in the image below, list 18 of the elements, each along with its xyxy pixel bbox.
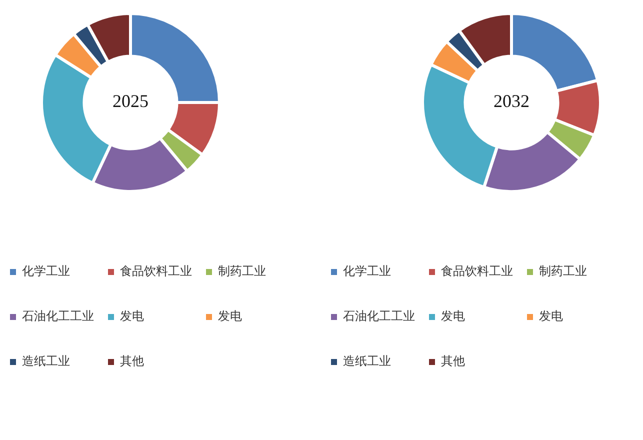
legend-label: 其他	[120, 353, 144, 370]
legend-label: 化学工业	[343, 263, 391, 280]
legend-label: 发电	[120, 308, 144, 325]
legend-label: 制药工业	[218, 263, 266, 280]
legend-label: 发电	[218, 308, 242, 325]
legend-label: 发电	[441, 308, 465, 325]
text: 2025	[112, 91, 148, 112]
legend-label: 食品饮料工业	[120, 263, 192, 280]
legend-label: 石油化工工业	[22, 308, 94, 325]
legend-label: 造纸工业	[22, 353, 70, 370]
legend-label: 化学工业	[22, 263, 70, 280]
legend-label: 发电	[539, 308, 563, 325]
text: 2032	[494, 91, 530, 112]
legend-label: 石油化工工业	[343, 308, 415, 325]
legend-label: 食品饮料工业	[441, 263, 513, 280]
legend-label: 其他	[441, 353, 465, 370]
legend-label: 造纸工业	[343, 353, 391, 370]
legend-label: 制药工业	[539, 263, 587, 280]
